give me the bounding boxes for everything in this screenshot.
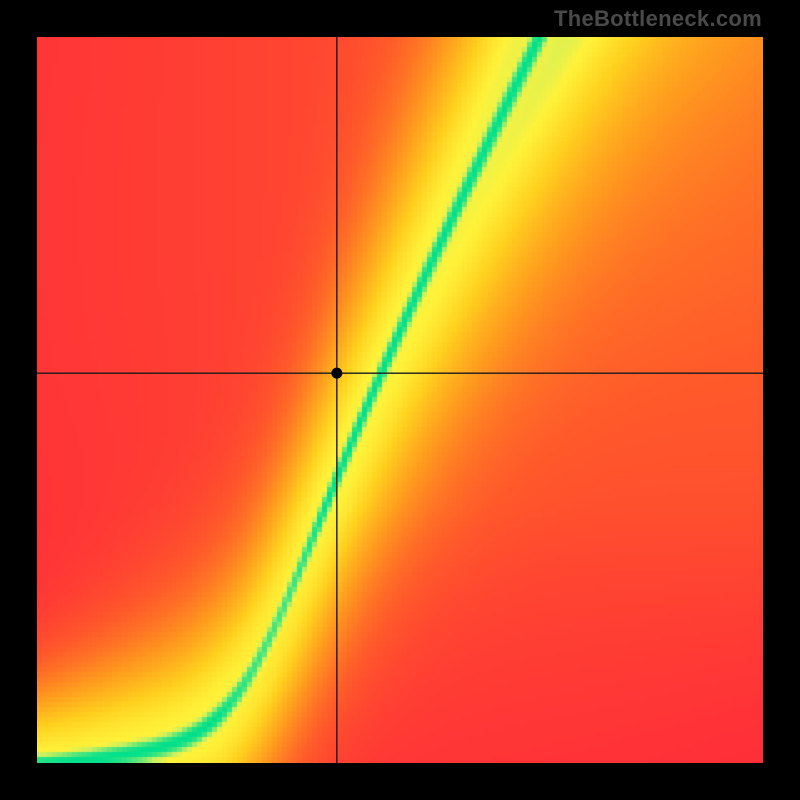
watermark-text: TheBottleneck.com <box>554 6 762 32</box>
heatmap-canvas <box>37 37 763 763</box>
chart-container: TheBottleneck.com <box>0 0 800 800</box>
